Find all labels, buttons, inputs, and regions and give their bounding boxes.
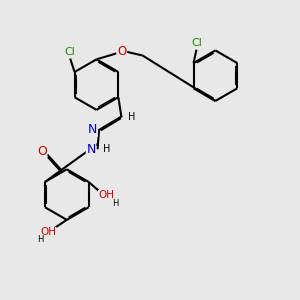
Text: N: N — [88, 123, 97, 136]
Text: H: H — [103, 144, 111, 154]
Text: Cl: Cl — [191, 38, 202, 48]
Text: OH: OH — [98, 190, 115, 200]
Text: H: H — [112, 199, 119, 208]
Text: N: N — [86, 143, 96, 156]
Text: H: H — [128, 112, 135, 122]
Text: O: O — [37, 145, 47, 158]
Text: Cl: Cl — [65, 47, 76, 57]
Text: OH: OH — [40, 227, 56, 237]
Text: O: O — [117, 45, 126, 58]
Text: H: H — [37, 235, 43, 244]
